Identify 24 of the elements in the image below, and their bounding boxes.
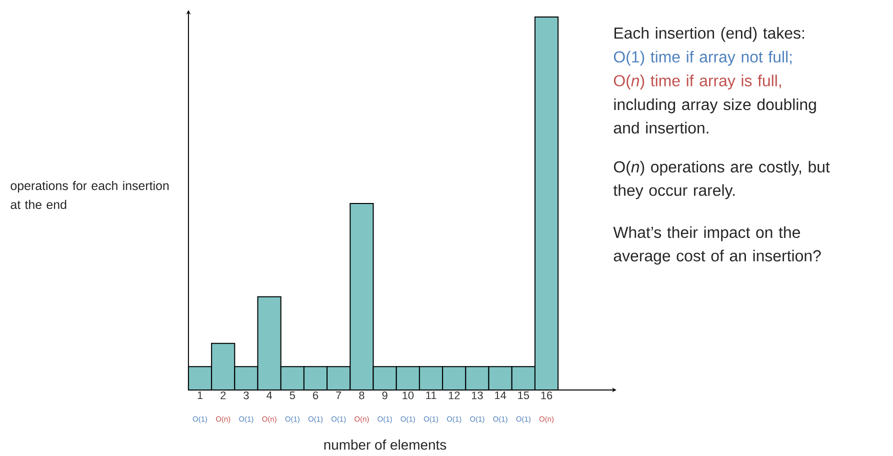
x-tick-label: 2 — [220, 392, 226, 400]
x-tick-label: 7 — [336, 392, 342, 400]
x-tick-label: 6 — [313, 392, 318, 400]
x-tick-label: 4 — [266, 392, 272, 400]
x-tick-label: 13 — [472, 392, 483, 400]
y-axis-title: operations for each insertion at the end — [10, 180, 169, 210]
x-tick-label: 12 — [448, 392, 460, 400]
x-tick-label: 9 — [382, 392, 388, 400]
text: What’s their impact on the average cost of an insertion? — [613, 226, 821, 265]
x-tick-label: 14 — [495, 392, 506, 400]
x-tick-label: 8 — [359, 392, 364, 400]
x-tick-label: 1 — [198, 392, 203, 400]
text: including array size doubling and insertion. — [614, 98, 816, 134]
x-tick-label: 15 — [518, 392, 530, 400]
text: Each insertion (end) takes: — [614, 27, 804, 42]
text: O(n) time if array is full, — [614, 74, 781, 90]
x-tick-label: 3 — [244, 392, 249, 400]
text: O(n) operations are costly, but they occur rarely. — [613, 160, 830, 200]
x-tick-label: 10 — [402, 392, 414, 400]
x-axis-title: number of elements — [324, 440, 446, 450]
x-tick-label: 5 — [290, 392, 295, 400]
x-tick-label: 16 — [541, 392, 552, 400]
text: O(1) time if array not full; — [614, 50, 792, 66]
x-tick-label: 11 — [426, 392, 436, 400]
